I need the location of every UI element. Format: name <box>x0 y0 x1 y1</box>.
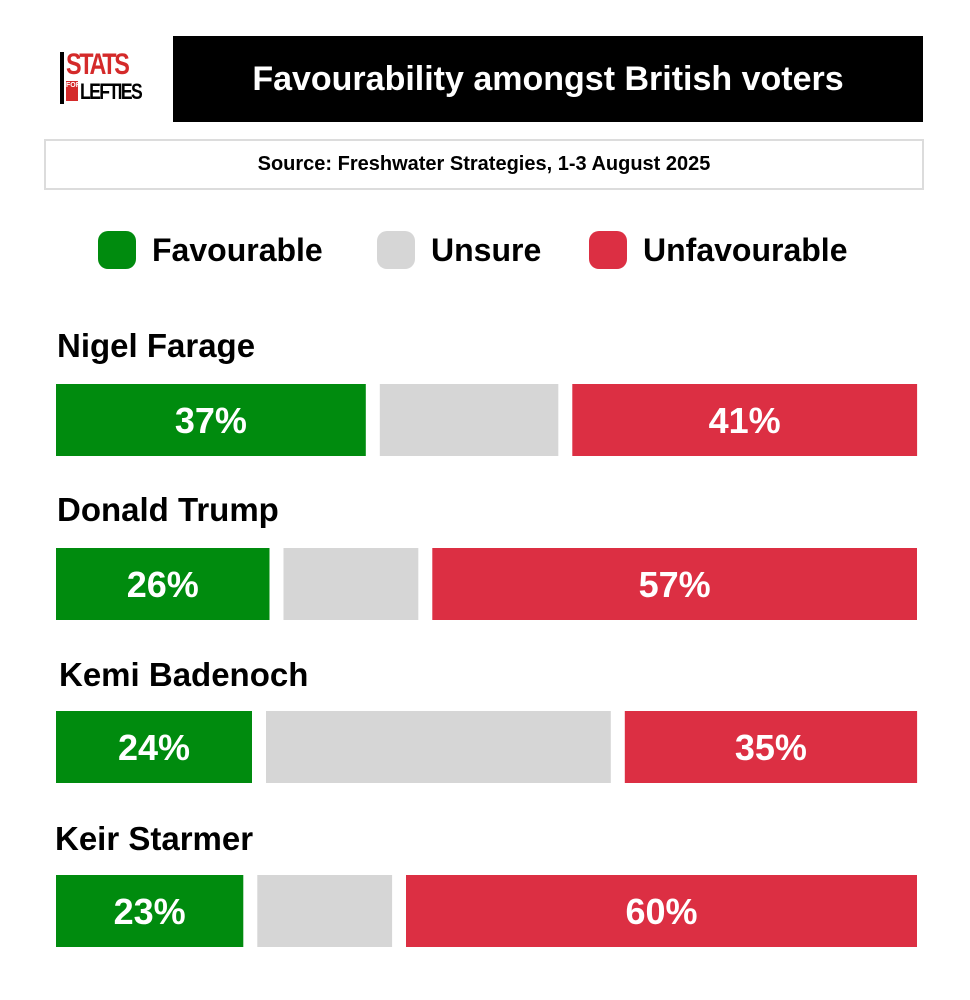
legend-label-favourable: Favourable <box>152 231 323 268</box>
legend-swatch-unsure <box>377 231 415 269</box>
data-label-kemi-badenoch-unfavourable: 35% <box>735 727 807 768</box>
bar-nigel-farage-favourable <box>56 384 366 456</box>
bar-nigel-farage-unsure <box>379 384 559 456</box>
row-label-donald-trump: Donald Trump <box>57 491 279 528</box>
legend-swatch-unfavourable <box>589 231 627 269</box>
logo-for: FOR <box>66 81 81 101</box>
legend: Favourable Unsure Unfavourable <box>0 228 970 272</box>
source-note: Source: Freshwater Strategies, 1-3 Augus… <box>44 139 924 190</box>
data-label-kemi-badenoch-favourable: 24% <box>118 727 190 768</box>
legend-unsure: Unsure <box>377 228 541 272</box>
bar-donald-trump-unsure <box>283 548 419 620</box>
row-label-keir-starmer: Keir Starmer <box>55 820 254 857</box>
bar-keir-starmer-unfavourable <box>406 875 917 947</box>
bar-kemi-badenoch-unfavourable <box>624 711 918 783</box>
chart-title: Favourability amongst British voters <box>173 36 923 122</box>
bar-donald-trump-favourable <box>56 548 270 620</box>
row-label-nigel-farage: Nigel Farage <box>57 327 256 364</box>
data-label-keir-starmer-favourable: 23% <box>114 891 186 932</box>
bar-kemi-badenoch-unsure <box>266 711 611 783</box>
bar-donald-trump-unfavourable <box>432 548 917 620</box>
legend-unfavourable: Unfavourable <box>589 228 847 272</box>
logo-line-2: LEFTIES <box>80 79 143 104</box>
data-label-nigel-farage-favourable: 37% <box>175 400 247 441</box>
bar-keir-starmer-unsure <box>257 875 393 947</box>
row-label-kemi-badenoch: Kemi Badenoch <box>59 656 309 693</box>
legend-favourable: Favourable <box>98 228 323 272</box>
data-label-donald-trump-favourable: 26% <box>127 564 199 605</box>
bar-nigel-farage-unfavourable <box>572 384 918 456</box>
bar-keir-starmer-favourable <box>56 875 244 947</box>
stats-for-lefties-logo: STATS FOR LEFTIES <box>60 50 144 108</box>
data-label-nigel-farage-unfavourable: 41% <box>709 400 781 441</box>
data-label-keir-starmer-unfavourable: 60% <box>625 891 697 932</box>
bar-kemi-badenoch-favourable <box>56 711 252 783</box>
legend-swatch-favourable <box>98 231 136 269</box>
logo-bar <box>60 52 64 104</box>
legend-label-unsure: Unsure <box>431 231 542 268</box>
data-label-donald-trump-unfavourable: 57% <box>639 564 711 605</box>
logo-line-1: STATS <box>66 48 130 81</box>
legend-label-unfavourable: Unfavourable <box>643 231 848 268</box>
